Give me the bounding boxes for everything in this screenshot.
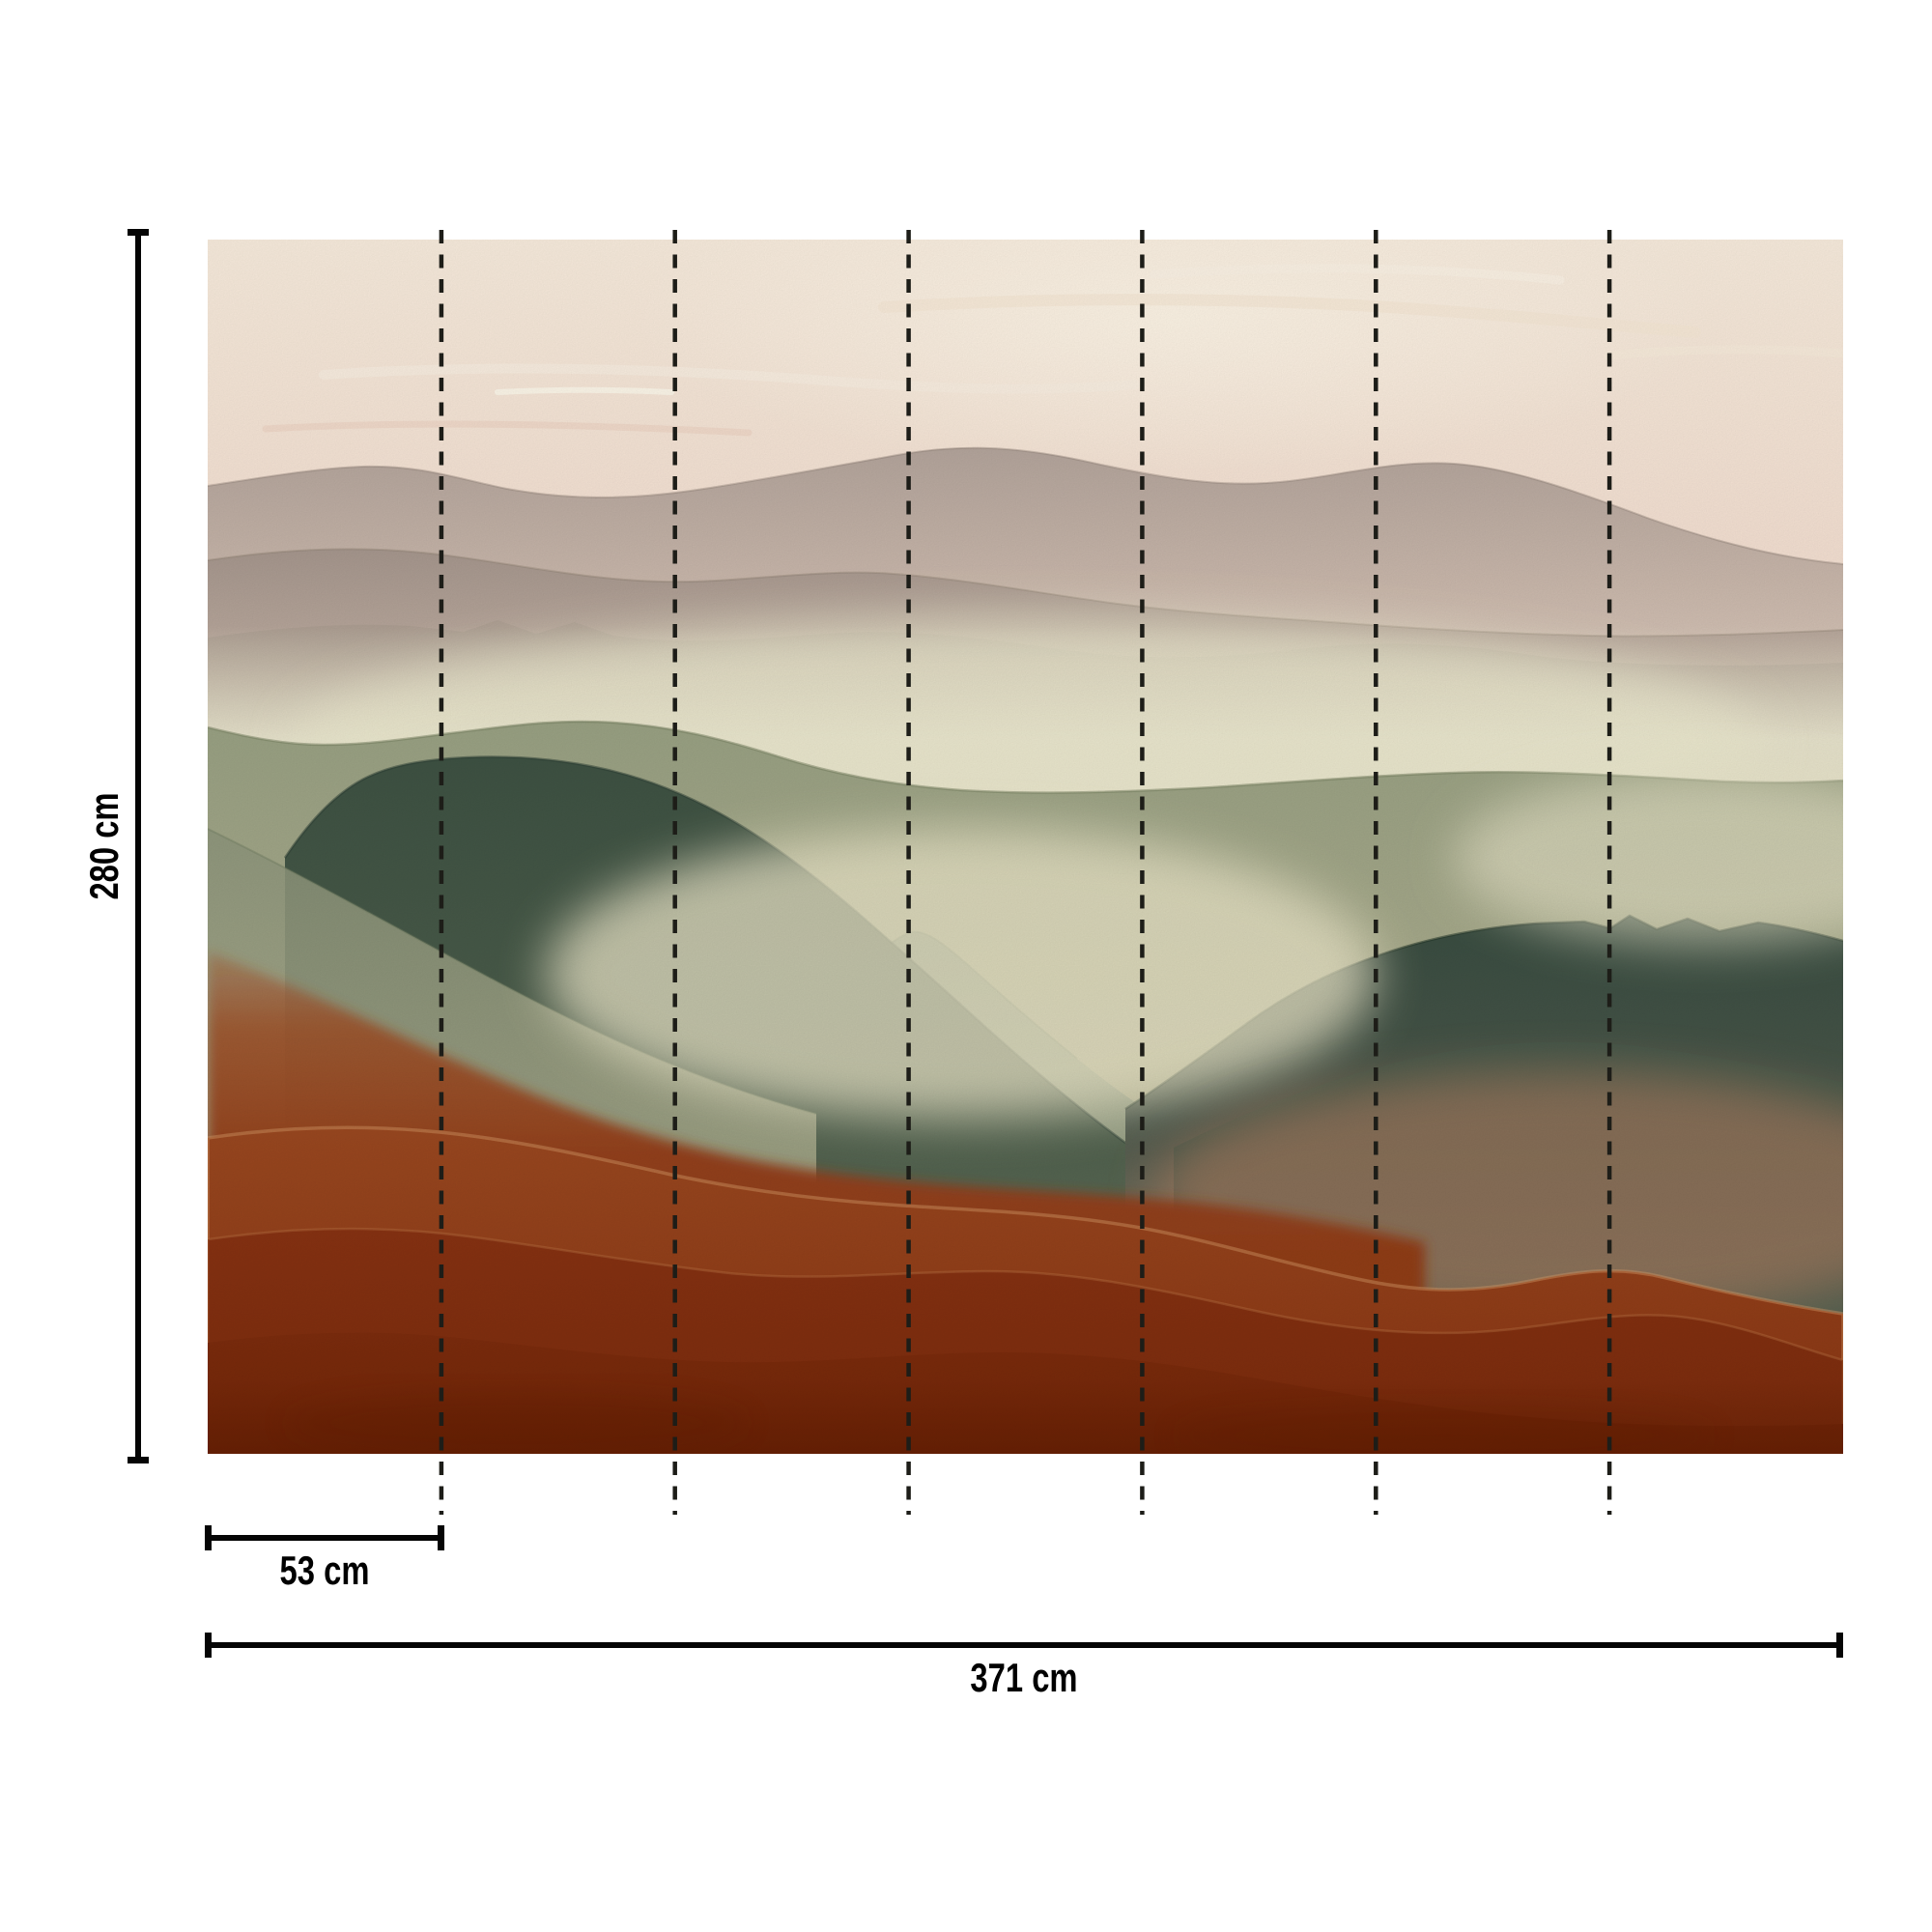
- total-width-cap-left: [205, 1633, 212, 1658]
- height-dimension-label: 280 cm: [81, 792, 127, 900]
- paper-texture-overlay: [208, 240, 1843, 1454]
- panel-width-dimension-line: [208, 1535, 442, 1541]
- height-dimension-line: [135, 232, 141, 1461]
- panel-width-cap-right: [438, 1525, 444, 1550]
- mural-artwork: [208, 240, 1843, 1454]
- height-dimension-cap-bottom: [128, 1457, 149, 1463]
- total-width-dimension-line: [208, 1642, 1843, 1648]
- mural-preview: [208, 240, 1843, 1454]
- total-width-dimension-label: 371 cm: [970, 1655, 1078, 1700]
- height-dimension-cap-top: [128, 229, 149, 236]
- total-width-cap-right: [1836, 1633, 1843, 1658]
- panel-width-cap-left: [205, 1525, 212, 1550]
- panel-width-dimension-label: 53 cm: [279, 1548, 370, 1593]
